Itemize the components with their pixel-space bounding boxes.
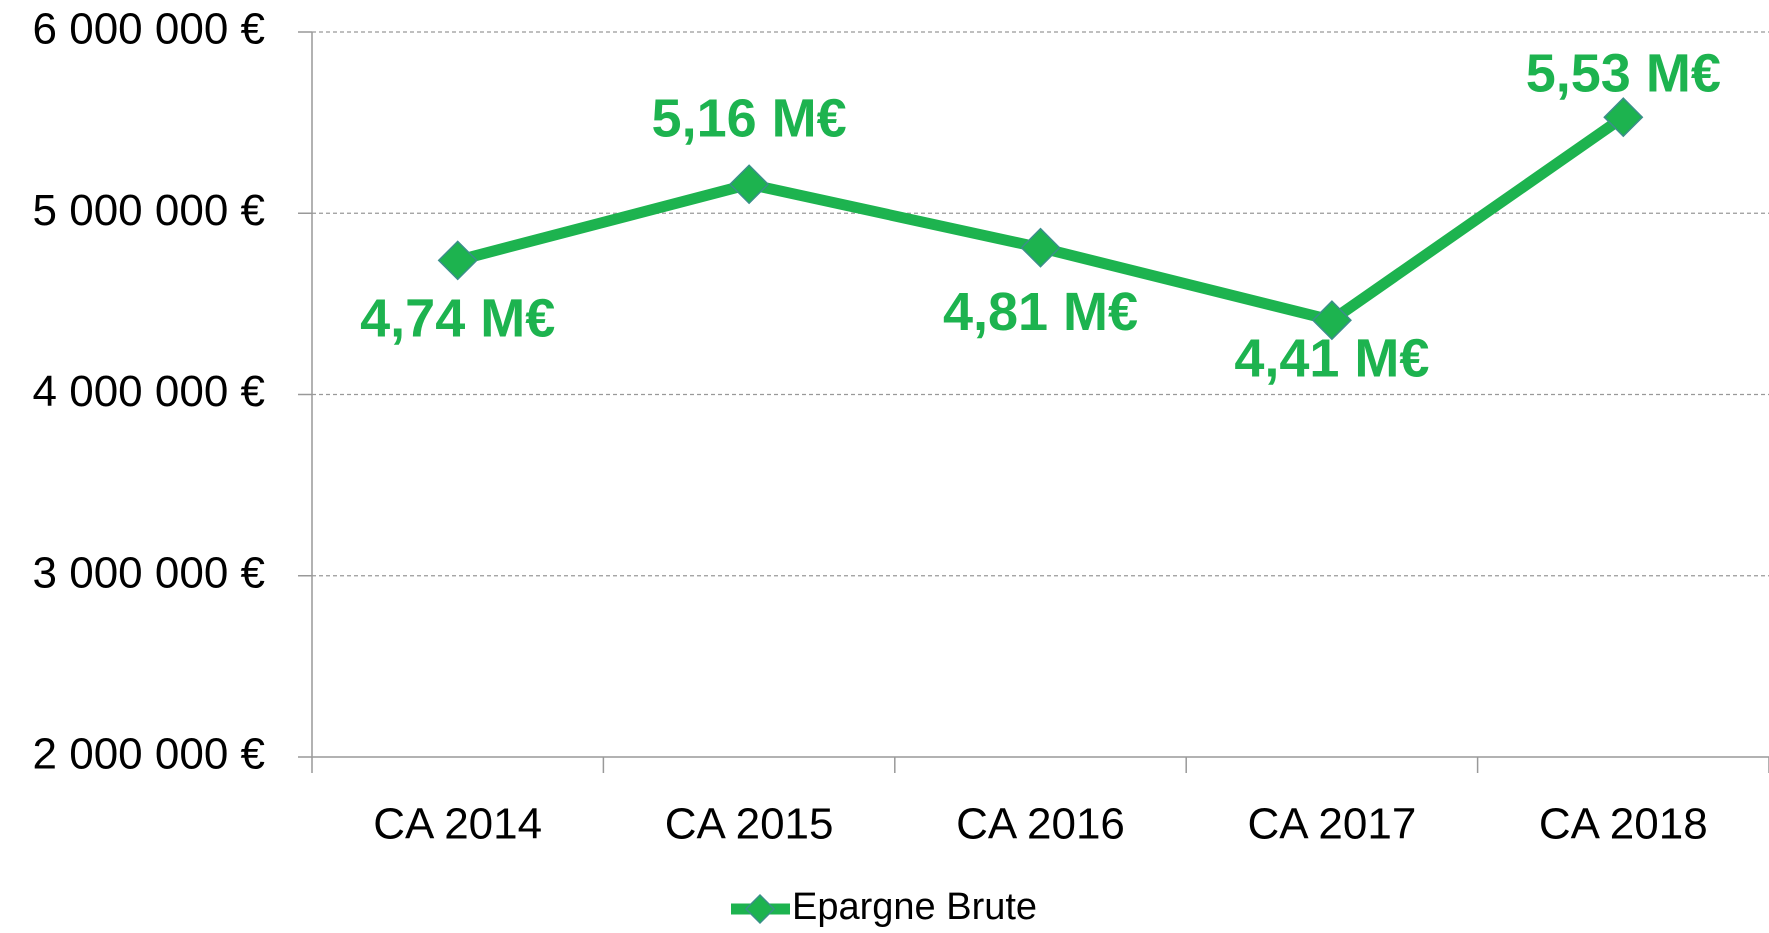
data-label: 5,16 M€ [652, 89, 847, 149]
y-tick-label: 6 000 000 € [33, 5, 265, 54]
y-tick-label: 4 000 000 € [33, 367, 265, 416]
y-tick-label: 5 000 000 € [33, 186, 265, 235]
x-tick-label: CA 2016 [956, 800, 1125, 849]
legend-label: Epargne Brute [792, 886, 1037, 928]
marker [1020, 227, 1061, 268]
x-tick-label: CA 2018 [1539, 800, 1708, 849]
legend-marker [744, 893, 776, 925]
y-tick-label: 2 000 000 € [33, 730, 265, 779]
marker [1603, 97, 1644, 138]
data-label: 5,53 M€ [1526, 43, 1721, 103]
marker [437, 240, 478, 281]
data-label: 4,81 M€ [943, 282, 1138, 342]
data-label: 4,74 M€ [360, 289, 555, 349]
marker [1311, 300, 1352, 341]
y-tick-label: 3 000 000 € [33, 548, 265, 597]
x-tick-label: CA 2014 [373, 800, 542, 849]
x-tick-label: CA 2015 [665, 800, 834, 849]
data-label: 4,41 M€ [1234, 328, 1429, 388]
x-tick-label: CA 2017 [1247, 800, 1416, 849]
marker [729, 164, 770, 205]
